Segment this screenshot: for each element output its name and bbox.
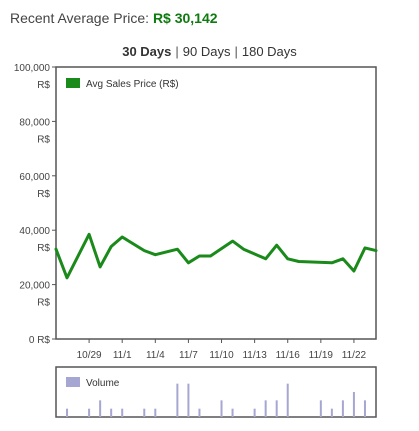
x-axis: 10/29 11/1 11/4 11/7 11/10 11/13 11/16 11/19 11/…: [77, 339, 367, 361]
volume-bar: [231, 408, 234, 417]
price-point: [287, 258, 289, 260]
x-tick-label: 11/1: [113, 350, 132, 361]
volume-plot-frame: [55, 366, 377, 418]
price-legend-swatch: [66, 78, 80, 88]
recent-average-price: Recent Average Price: R$ 30,142: [10, 10, 218, 26]
volume-bar: [220, 400, 223, 417]
volume-bars: [66, 383, 366, 417]
price-point: [55, 248, 57, 250]
price-legend-label: Avg Sales Price (R$): [86, 79, 179, 90]
volume-bar: [187, 383, 190, 417]
volume-bar: [352, 392, 355, 417]
volume-bar: [99, 400, 102, 417]
price-point: [342, 258, 344, 260]
range-separator: |: [175, 44, 179, 59]
y-tick-label: 100,000: [14, 63, 51, 74]
price-point: [276, 244, 278, 246]
price-point: [121, 236, 123, 238]
volume-legend-label: Volume: [86, 378, 120, 389]
y-tick-label: R$: [37, 80, 50, 91]
volume-legend-swatch: [66, 377, 80, 387]
price-point: [364, 247, 366, 249]
volume-bar: [121, 408, 124, 417]
price-series-line: [54, 232, 378, 280]
volume-bar: [176, 383, 179, 417]
price-point: [265, 258, 267, 260]
price-point: [88, 233, 90, 235]
volume-bar: [319, 400, 322, 417]
x-tick-label: 11/10: [209, 350, 234, 361]
volume-bar: [286, 383, 289, 417]
price-point: [176, 248, 178, 250]
price-point: [154, 254, 156, 256]
y-tick-label: 40,000: [19, 226, 50, 237]
range-separator: |: [234, 44, 238, 59]
price-point: [353, 270, 355, 272]
y-tick-label: 60,000: [19, 172, 50, 183]
volume-bar: [154, 408, 157, 417]
time-range-selector: 30 Days | 90 Days | 180 Days: [0, 44, 419, 59]
range-180-days[interactable]: 180 Days: [241, 44, 297, 59]
price-point: [66, 277, 68, 279]
price-point: [298, 260, 300, 262]
price-point: [232, 240, 234, 242]
y-tick-label: 0 R$: [29, 335, 51, 346]
volume-bar: [66, 408, 69, 417]
price-plot-frame: [55, 66, 377, 340]
y-tick-label: R$: [37, 134, 50, 145]
range-90-days[interactable]: 90 Days: [182, 44, 231, 59]
x-tick-label: 11/13: [242, 350, 267, 361]
price-legend: Avg Sales Price (R$): [66, 78, 179, 90]
volume-bar: [253, 408, 256, 417]
volume-bar: [275, 400, 278, 417]
y-tick-label: R$: [37, 243, 50, 254]
volume-bar: [198, 408, 201, 417]
volume-bar: [341, 400, 344, 417]
x-tick-label: 11/7: [179, 350, 198, 361]
y-tick-label: 80,000: [19, 117, 50, 128]
x-tick-label: 10/29: [77, 350, 102, 361]
price-points: [55, 233, 377, 279]
x-tick-label: 11/16: [276, 350, 301, 361]
y-tick-label: R$: [37, 298, 50, 309]
price-point: [331, 262, 333, 264]
volume-bar: [330, 408, 333, 417]
volume-bar: [88, 408, 91, 417]
x-tick-label: 11/4: [146, 350, 165, 361]
volume-bar: [363, 400, 366, 417]
volume-legend: Volume: [66, 377, 120, 389]
volume-bar: [143, 408, 146, 417]
range-30-days[interactable]: 30 Days: [122, 44, 172, 59]
price-point: [243, 248, 245, 250]
y-tick-label: R$: [37, 189, 50, 200]
recent-average-price-value: R$ 30,142: [152, 10, 218, 26]
y-axis: 0 R$ 20,000 R$ 40,000 R$ 60,000 R$ 80,000 R$ 100,…: [14, 63, 56, 346]
price-point: [375, 250, 377, 252]
price-point: [143, 250, 145, 252]
x-tick-label: 11/19: [309, 350, 334, 361]
volume-bar: [264, 400, 267, 417]
x-tick-label: 11/22: [342, 350, 367, 361]
price-point: [99, 266, 101, 268]
price-point: [198, 255, 200, 257]
volume-bar: [110, 408, 113, 417]
price-point: [187, 262, 189, 264]
price-point: [209, 255, 211, 257]
y-tick-label: 20,000: [19, 281, 50, 292]
recent-average-price-label: Recent Average Price:: [10, 10, 150, 26]
price-point: [110, 246, 112, 248]
